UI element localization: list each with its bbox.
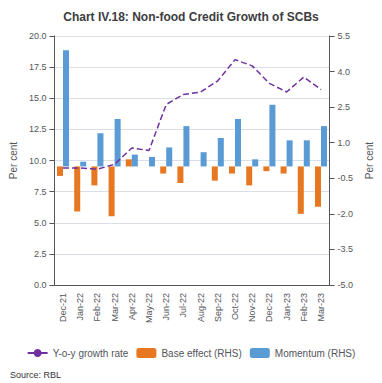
svg-text:2.5: 2.5	[338, 102, 351, 112]
svg-text:Jul-22: Jul-22	[178, 293, 188, 318]
svg-text:Per cent: Per cent	[364, 142, 375, 179]
svg-text:Mar-23: Mar-23	[316, 293, 326, 322]
svg-text:Jun-22: Jun-22	[161, 293, 171, 321]
svg-text:4.0: 4.0	[338, 67, 351, 77]
svg-text:Dec-21: Dec-21	[58, 293, 68, 322]
svg-text:7.5: 7.5	[34, 187, 47, 197]
svg-text:May-22: May-22	[144, 293, 154, 323]
svg-text:5.5: 5.5	[338, 31, 351, 41]
svg-text:Chart IV.18: Non-food Credit G: Chart IV.18: Non-food Credit Growth of S…	[63, 10, 319, 24]
svg-text:Sep-22: Sep-22	[213, 293, 223, 322]
svg-text:Mar-22: Mar-22	[110, 293, 120, 322]
svg-text:Nov-22: Nov-22	[247, 293, 257, 322]
svg-text:0.0: 0.0	[34, 280, 47, 290]
svg-text:Aug-22: Aug-22	[196, 293, 206, 322]
svg-text:20.0: 20.0	[29, 31, 47, 41]
svg-text:Oct-22: Oct-22	[230, 293, 240, 320]
svg-text:Feb-22: Feb-22	[92, 293, 102, 322]
svg-text:Apr-22: Apr-22	[127, 293, 137, 320]
svg-text:Dec-22: Dec-22	[264, 293, 274, 322]
svg-text:Feb-23: Feb-23	[299, 293, 309, 322]
svg-text:15.0: 15.0	[29, 93, 47, 103]
svg-text:10.0: 10.0	[29, 156, 47, 166]
svg-text:Base effect (RHS): Base effect (RHS)	[161, 348, 241, 359]
svg-text:5.0: 5.0	[34, 218, 47, 228]
svg-text:Per cent: Per cent	[8, 142, 19, 179]
svg-text:-0.5: -0.5	[338, 173, 354, 183]
svg-text:Y-o-y growth rate: Y-o-y growth rate	[53, 348, 129, 359]
svg-text:12.5: 12.5	[29, 124, 47, 134]
svg-text:-5.0: -5.0	[338, 280, 354, 290]
svg-text:1.0: 1.0	[338, 138, 351, 148]
svg-text:Jan-23: Jan-23	[282, 293, 292, 321]
svg-text:17.5: 17.5	[29, 62, 47, 72]
svg-text:Momentum (RHS): Momentum (RHS)	[275, 348, 356, 359]
svg-text:2.5: 2.5	[34, 249, 47, 259]
svg-text:-3.5: -3.5	[338, 244, 354, 254]
svg-text:-2.0: -2.0	[338, 209, 354, 219]
svg-text:Jan-22: Jan-22	[75, 293, 85, 321]
svg-text:Source: RBL: Source: RBL	[10, 370, 61, 380]
